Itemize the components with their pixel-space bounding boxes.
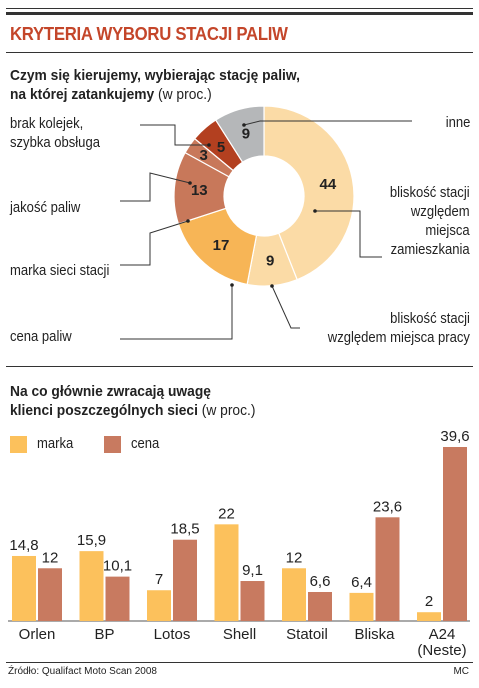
bar-cena-statoil <box>308 592 332 621</box>
label-pracy-line1: bliskość stacji <box>390 311 470 327</box>
donut-title-line2: na której zatankujemy <box>10 86 155 103</box>
section-divider <box>6 366 473 367</box>
bar-value-marka-bp: 15,9 <box>77 532 106 549</box>
x-tick-label-a24-neste: A24 <box>429 626 456 643</box>
leader-dot-2 <box>230 283 234 287</box>
bar-title-note: (w proc.) <box>201 402 256 419</box>
label-pracy: bliskość stacji względem miejsca pracy <box>328 310 470 348</box>
bar-marka-bliska <box>349 592 374 621</box>
x-tick-label-orlen: Orlen <box>19 626 56 643</box>
leader-line-6 <box>243 120 412 126</box>
label-cena-paliw: cena paliw <box>10 329 72 345</box>
bar-marka-bp <box>79 551 104 621</box>
bar-cena-bliska <box>375 517 400 621</box>
label-zamieszkania-line1: bliskość stacji <box>390 185 470 201</box>
bar-value-marka-a24-neste: 2 <box>425 593 433 610</box>
legend-label-marka: marka <box>37 436 74 452</box>
source-note: Źródło: Qualifact Moto Scan 2008 <box>8 666 157 677</box>
bar-cena-lotos <box>173 539 197 621</box>
leader-dot-3 <box>186 219 190 223</box>
leader-line-5 <box>140 124 209 146</box>
label-zamieszkania-line2: względem <box>411 204 470 220</box>
label-brak-kolejek: brak kolejek, szybka obsługa <box>10 115 100 153</box>
leader-line-4 <box>120 172 191 202</box>
donut-slice-bliskość-stacji-0 <box>263 105 355 281</box>
x-tick-label-bliska: Bliska <box>354 626 395 643</box>
donut-value-label-5: 5 <box>217 139 225 156</box>
label-brak-kolejek-line1: brak kolejek, <box>10 116 84 132</box>
donut-value-label-1: 9 <box>266 253 274 270</box>
bar-value-cena-lotos: 18,5 <box>170 521 199 538</box>
leader-dot-0 <box>313 209 317 213</box>
legend-swatch-cena <box>104 436 121 453</box>
bar-cena-shell <box>240 581 265 621</box>
top-rule-thin <box>6 8 473 9</box>
donut-slices <box>173 105 355 287</box>
bar-marka-statoil <box>282 568 306 621</box>
label-jakosc-paliw: jakość paliw <box>10 200 81 216</box>
leader-dot-5 <box>207 143 211 147</box>
legend-swatch-marka <box>10 436 27 453</box>
bar-value-cena-statoil: 6,6 <box>310 573 331 590</box>
donut-value-label-4: 3 <box>199 147 207 164</box>
label-brak-kolejek-line2: szybka obsługa <box>10 135 100 151</box>
leader-line-1 <box>271 285 300 329</box>
donut-title-note: (w proc.) <box>158 86 212 103</box>
leader-line-0 <box>315 210 382 258</box>
bar-title-line2: klienci poszczególnych sieci <box>10 402 198 419</box>
top-rule-thick <box>6 12 473 15</box>
bar-value-cena-a24-neste: 39,6 <box>440 428 469 445</box>
bar-marka-lotos <box>147 590 171 621</box>
leader-line-2 <box>120 285 233 340</box>
bar-cena-orlen <box>38 568 62 621</box>
bar-chart: 14,812Orlen15,910,1BP718,5Lotos229,1Shel… <box>8 428 470 659</box>
bar-cena-bp <box>105 576 130 621</box>
label-zamieszkania-line4: zamieszkania <box>390 242 470 258</box>
x-tick-label-a24-neste-line1: (Neste) <box>417 642 466 659</box>
leader-line-3 <box>120 220 189 266</box>
label-zamieszkania: bliskość stacji względem miejsca zamiesz… <box>390 184 470 260</box>
bar-marka-shell <box>214 524 239 621</box>
donut-leader-lines <box>120 120 412 340</box>
bar-value-marka-statoil: 12 <box>286 549 303 566</box>
x-tick-label-shell: Shell <box>223 626 256 643</box>
donut-slice-inne-6 <box>214 105 265 164</box>
donut-value-label-6: 9 <box>242 126 250 143</box>
x-tick-label-lotos: Lotos <box>154 626 191 643</box>
donut-title-line1: Czym się kierujemy, wybierając stację pa… <box>10 67 300 84</box>
bar-value-marka-shell: 22 <box>218 505 235 522</box>
footer-rule <box>6 662 473 663</box>
bar-value-marka-lotos: 7 <box>155 571 163 588</box>
label-zamieszkania-line3: miejsca <box>425 223 470 239</box>
bar-value-marka-orlen: 14,8 <box>9 537 38 554</box>
bar-title-line1: Na co głównie zwracają uwagę <box>10 383 211 400</box>
bar-value-marka-bliska: 6,4 <box>351 574 372 591</box>
label-pracy-line2: względem miejsca pracy <box>327 330 470 346</box>
page-title: KRYTERIA WYBORU STACJI PALIW <box>10 24 288 44</box>
bar-marka-orlen <box>12 555 36 621</box>
leader-dot-6 <box>242 123 246 127</box>
legend-label-cena: cena <box>131 436 160 452</box>
bar-value-cena-bliska: 23,6 <box>373 498 402 515</box>
label-marka-sieci: marka sieci stacji <box>10 263 110 279</box>
bar-chart-title: Na co głównie zwracają uwagę klienci pos… <box>10 382 255 420</box>
leader-dot-1 <box>270 284 274 288</box>
bar-marka-a24-neste <box>417 612 441 621</box>
bar-value-cena-orlen: 12 <box>42 549 59 566</box>
title-underline <box>6 52 473 53</box>
leader-dot-4 <box>188 181 192 185</box>
donut-chart-title: Czym się kierujemy, wybierając stację pa… <box>10 66 300 104</box>
donut-value-label-0: 44 <box>320 176 337 193</box>
bar-value-cena-bp: 10,1 <box>103 558 132 575</box>
donut-value-label-2: 17 <box>213 237 230 254</box>
x-tick-label-bp: BP <box>94 626 114 643</box>
label-inne: inne <box>445 115 470 131</box>
x-tick-label-statoil: Statoil <box>286 626 328 643</box>
donut-value-label-3: 13 <box>191 182 208 199</box>
bar-cena-a24-neste <box>443 447 467 621</box>
author-credit: MC <box>453 666 469 677</box>
bar-value-cena-shell: 9,1 <box>242 562 263 579</box>
